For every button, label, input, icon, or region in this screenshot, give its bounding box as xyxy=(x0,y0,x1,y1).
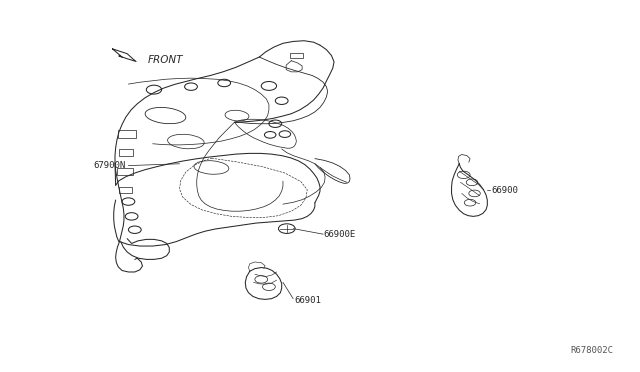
Text: FRONT: FRONT xyxy=(148,55,183,65)
Bar xyxy=(119,149,133,156)
Bar xyxy=(116,168,132,174)
Text: R678002C: R678002C xyxy=(571,346,614,355)
Text: 66901: 66901 xyxy=(294,296,321,305)
Bar xyxy=(118,131,136,138)
Bar xyxy=(120,187,132,193)
Text: 67900N: 67900N xyxy=(93,161,125,170)
Text: 66900E: 66900E xyxy=(323,230,355,240)
Text: 66900: 66900 xyxy=(491,186,518,195)
Bar xyxy=(290,53,303,58)
